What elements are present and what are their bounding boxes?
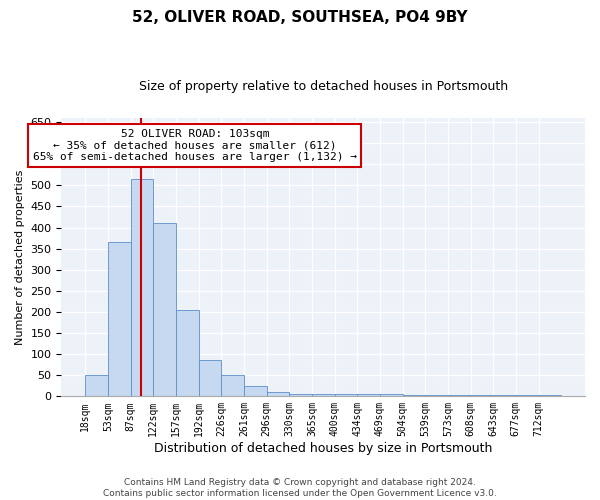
Bar [266, 392, 289, 396]
Bar [221, 375, 244, 396]
Bar [131, 179, 153, 396]
Bar [312, 394, 335, 396]
X-axis label: Distribution of detached houses by size in Portsmouth: Distribution of detached houses by size … [154, 442, 493, 455]
Title: Size of property relative to detached houses in Portsmouth: Size of property relative to detached ho… [139, 80, 508, 93]
Bar [153, 224, 176, 396]
Bar [289, 394, 312, 396]
Y-axis label: Number of detached properties: Number of detached properties [15, 170, 25, 344]
Bar [335, 394, 357, 396]
Bar [244, 386, 266, 396]
Text: 52 OLIVER ROAD: 103sqm
← 35% of detached houses are smaller (612)
65% of semi-de: 52 OLIVER ROAD: 103sqm ← 35% of detached… [33, 129, 357, 162]
Bar [199, 360, 221, 396]
Bar [357, 394, 380, 396]
Bar [108, 242, 131, 396]
Bar [176, 310, 199, 396]
Text: Contains HM Land Registry data © Crown copyright and database right 2024.
Contai: Contains HM Land Registry data © Crown c… [103, 478, 497, 498]
Bar [380, 394, 403, 396]
Bar [85, 375, 108, 396]
Text: 52, OLIVER ROAD, SOUTHSEA, PO4 9BY: 52, OLIVER ROAD, SOUTHSEA, PO4 9BY [132, 10, 468, 25]
Bar [403, 395, 425, 396]
